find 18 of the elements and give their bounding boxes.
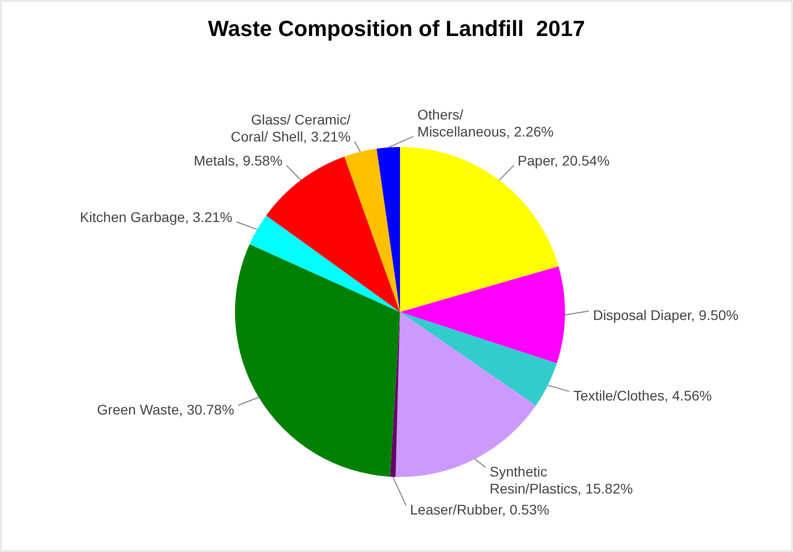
pie-slice	[235, 244, 400, 477]
chart-title: Waste Composition of Landfill 2017	[208, 16, 585, 41]
slice-label: Paper, 20.54%	[518, 152, 610, 169]
slice-label: Textile/Clothes, 4.56%	[573, 387, 712, 404]
pie-slice	[400, 147, 559, 312]
slice-label: Leaser/Rubber, 0.53%	[410, 501, 550, 518]
slice-label: Kitchen Garbage, 3.21%	[80, 208, 232, 225]
slice-label: Green Waste, 30.78%	[97, 401, 234, 418]
slice-label: Disposal Diaper, 9.50%	[592, 306, 738, 323]
slice-label: Others/ Miscellaneous, 2.26%	[417, 106, 554, 140]
slice-label: Metals, 9.58%	[194, 152, 282, 168]
pie-slice	[400, 266, 565, 364]
pie-slice	[344, 148, 400, 312]
pie-slice	[400, 312, 557, 406]
pie-slice	[376, 147, 400, 312]
slice-label: Glass/ Ceramic/ Coral/ Shell, 3.21%	[230, 112, 351, 145]
slice-label: Synthetic Resin/Plastics, 15.82%	[490, 463, 633, 496]
pie-slice	[250, 215, 400, 312]
